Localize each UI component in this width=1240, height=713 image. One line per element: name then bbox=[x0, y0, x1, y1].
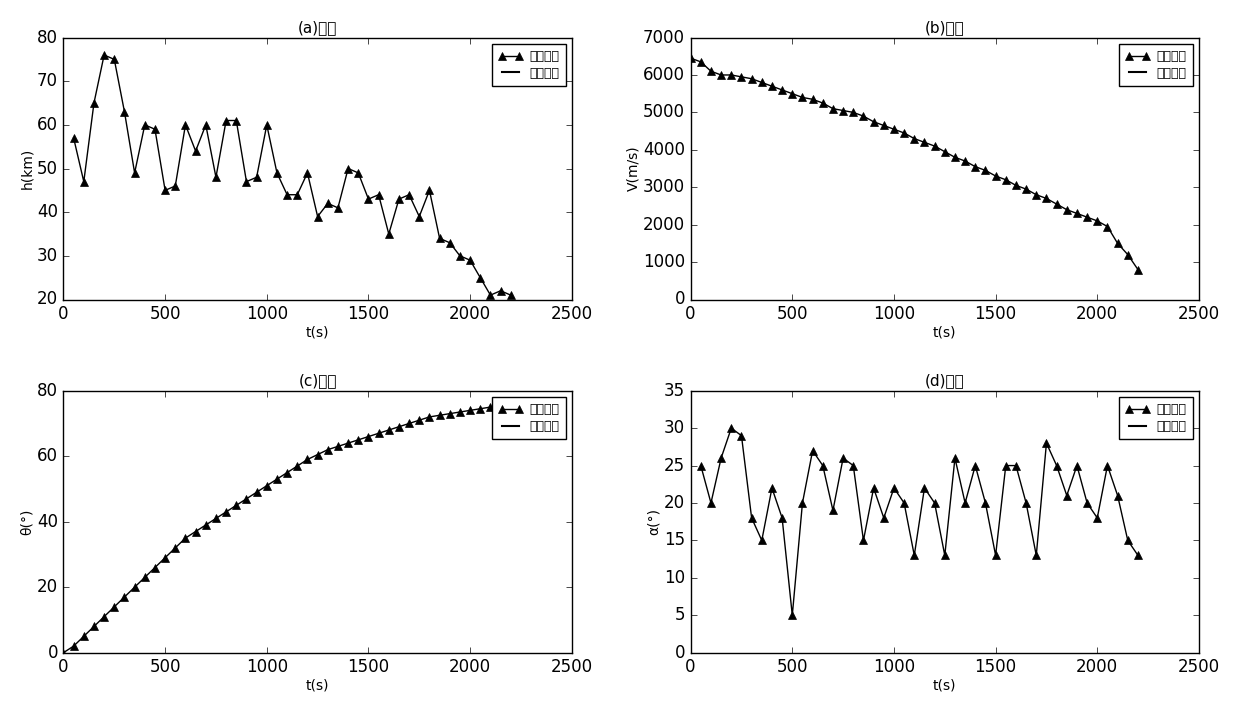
X-axis label: t(s): t(s) bbox=[306, 326, 330, 340]
Legend: 优化变量, 插值曲线: 优化变量, 插值曲线 bbox=[1118, 43, 1193, 86]
X-axis label: t(s): t(s) bbox=[306, 679, 330, 693]
Y-axis label: h(km): h(km) bbox=[20, 148, 33, 189]
Title: (b)速度: (b)速度 bbox=[925, 20, 965, 35]
Y-axis label: V(m/s): V(m/s) bbox=[626, 145, 640, 191]
Legend: 优化变量, 插值曲线: 优化变量, 插值曲线 bbox=[492, 43, 565, 86]
Title: (a)高度: (a)高度 bbox=[298, 20, 337, 35]
Legend: 优化变量, 插值曲线: 优化变量, 插值曲线 bbox=[492, 397, 565, 439]
X-axis label: t(s): t(s) bbox=[932, 679, 956, 693]
Title: (d)攻角: (d)攻角 bbox=[925, 373, 965, 388]
Y-axis label: θ(°): θ(°) bbox=[20, 508, 33, 535]
X-axis label: t(s): t(s) bbox=[932, 326, 956, 340]
Title: (c)经度: (c)经度 bbox=[299, 373, 337, 388]
Legend: 优化变量, 插值曲线: 优化变量, 插值曲线 bbox=[1118, 397, 1193, 439]
Y-axis label: α(°): α(°) bbox=[647, 508, 661, 535]
